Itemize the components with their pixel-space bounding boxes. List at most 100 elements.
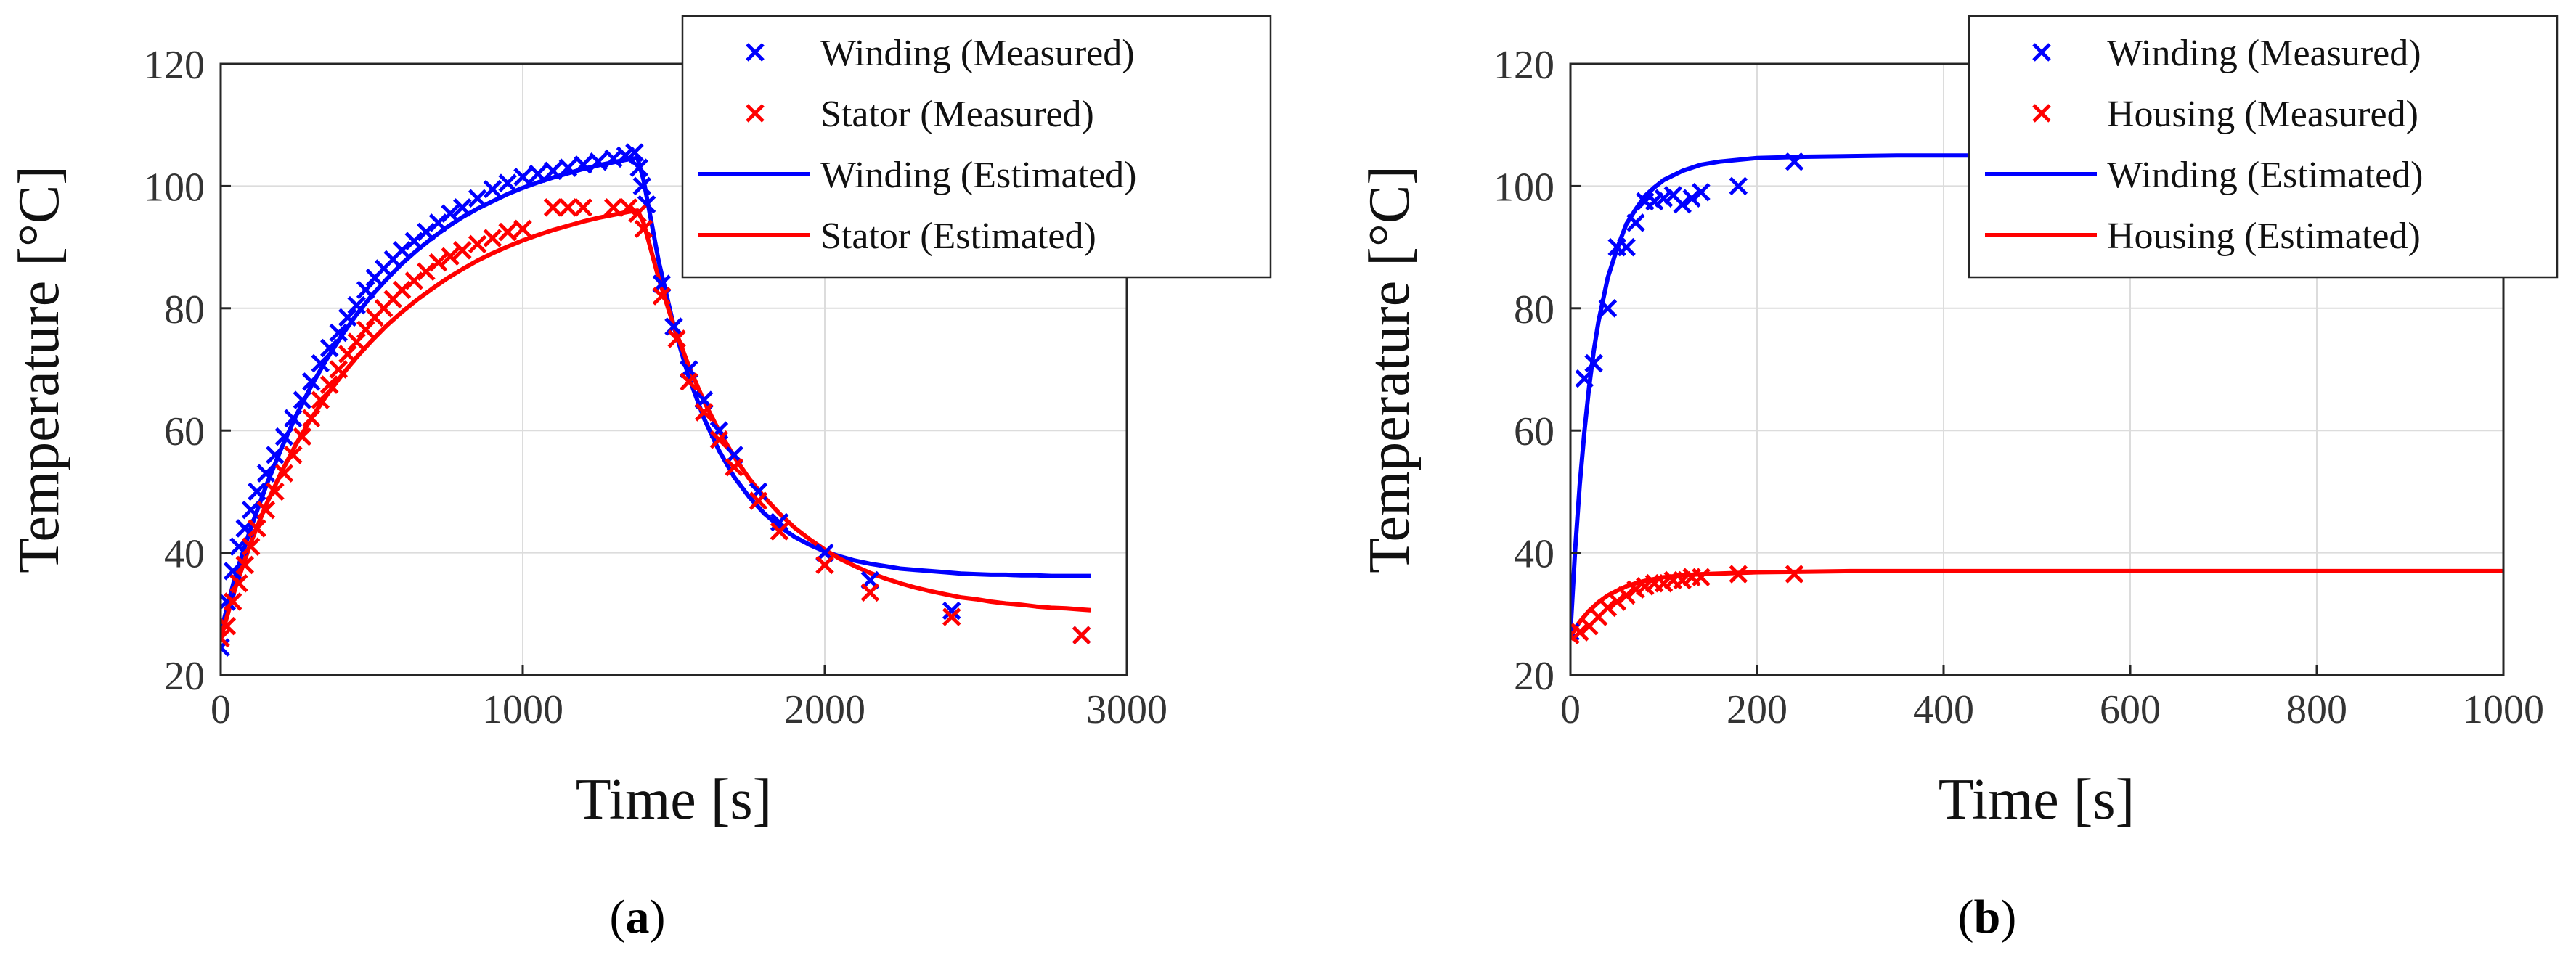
chart-b-data-point [1673, 195, 1692, 214]
chart-a-data-point [483, 179, 502, 199]
chart-b-data-point [1729, 176, 1748, 196]
chart-b-legend-label: Housing (Estimated) [2107, 216, 2421, 257]
chart-a-data-point [543, 198, 563, 217]
chart-a-data-point [319, 375, 339, 394]
chart-a-data-point [248, 519, 266, 538]
chart-b-data-point [1570, 623, 1589, 642]
chart-a-data-point [652, 287, 672, 306]
chart-a-data-point [241, 537, 261, 556]
chart-a-y-tick-label: 120 [144, 43, 205, 88]
chart-a-data-point [574, 198, 592, 217]
chart-a-legend-label: Stator (Estimated) [820, 216, 1096, 257]
chart-a-data-point [604, 198, 623, 217]
chart-b-y-tick-label: 80 [1514, 287, 1554, 332]
chart-a-data-point [428, 213, 448, 232]
chart-a-data-point [356, 320, 375, 340]
chart-a-x-tick-label: 1000 [482, 687, 563, 732]
chart-a-data-point [815, 555, 834, 575]
chart-a-data-point [680, 372, 698, 391]
chart-b-data-point [1617, 586, 1636, 605]
chart-b-data-point [1598, 299, 1618, 318]
chart-a-data-point [543, 161, 563, 181]
chart-a-data-point [417, 222, 436, 242]
chart-a-data-point [274, 464, 294, 483]
chart-a-data-point [266, 482, 285, 501]
chart-a-legend-marker [746, 104, 765, 123]
chart-a-data-point [256, 500, 276, 520]
chart-a-axes-box [219, 62, 1128, 676]
chart-b-data-point [1729, 565, 1748, 584]
chart-a-data-point [529, 164, 547, 184]
chart-a-data-point [483, 229, 502, 247]
chart-a-data-point [589, 152, 608, 171]
chart-a-data-point [329, 360, 349, 379]
chart-b-data-point [1692, 183, 1711, 202]
chart-a-data-point [223, 592, 242, 611]
chart-b-legend-label: Housing (Measured) [2107, 94, 2418, 135]
chart-a-data-point [725, 457, 743, 477]
chart-a-data-point [513, 219, 532, 239]
chart-b: 0 200 400 600 800 1000 20 40 60 80 100 120 Time [s] T… [1358, 15, 2559, 943]
chart-a-data-point [311, 390, 330, 409]
chart-a-data-point [302, 409, 321, 428]
chart-a-data-point [221, 629, 230, 648]
chart-a-y-tick-label: 20 [164, 654, 205, 699]
chart-a-data-point [284, 446, 303, 464]
chart-a-data-point [770, 522, 789, 541]
chart-b-x-tick-label: 200 [1727, 687, 1788, 732]
chart-b-legend-marker [2032, 43, 2051, 62]
chart-a-data-point [404, 232, 424, 250]
chart-b-x-axis-label: Time [s] [1939, 768, 2135, 832]
chart-a-data-point [558, 198, 578, 217]
chart-a-data [221, 143, 1091, 657]
chart-a-legend-label: Stator (Measured) [820, 94, 1094, 135]
chart-a-legend-marker [746, 43, 765, 62]
chart-b-y-tick-label: 20 [1514, 654, 1554, 699]
chart-b-legend: Winding (Measured) Housing (Measured) Wind… [1968, 15, 2559, 279]
chart-a-data-point [284, 409, 303, 428]
chart-a-data-point [558, 158, 578, 177]
chart-a-data-point [441, 204, 460, 224]
chart-a-data-point [347, 295, 366, 315]
chart-b-y-tick-label: 100 [1493, 165, 1554, 210]
chart-a-data-point [942, 601, 961, 621]
chart-b-data-point [1626, 213, 1645, 232]
chart-a-data-point [392, 241, 412, 260]
chart-a-data-point [404, 271, 424, 290]
chart-b-y-tick-label: 60 [1514, 409, 1554, 454]
chart-a-data-point [338, 308, 357, 327]
chart-a-data-point [274, 427, 294, 446]
chart-a-data-point [513, 168, 532, 187]
chart-a-data-point [241, 500, 261, 520]
chart-b-series-line [1570, 153, 2037, 633]
chart-a-data-point [453, 241, 472, 260]
chart-a-data-point [468, 234, 487, 254]
chart-a-data-point [266, 446, 285, 464]
chart-b-data-point [1607, 592, 1627, 611]
chart-a: 0 1000 2000 3000 20 40 60 80 100 120 Time [s] Tempe… [7, 15, 1272, 943]
chart-b-x-tick-label: 0 [1560, 687, 1581, 732]
chart-b-data-point [1692, 568, 1711, 587]
chart-a-y-tick-label: 100 [144, 165, 205, 210]
chart-a-data-point [319, 338, 339, 358]
chart-a-data-point [223, 562, 242, 581]
chart-a-data-point [293, 427, 312, 446]
chart-b-data-point [1575, 369, 1594, 388]
chart-a-x-tick-label: 3000 [1086, 687, 1167, 732]
chart-a-legend-label: Winding (Measured) [820, 33, 1135, 74]
chart-a-data-point [311, 353, 330, 373]
chart-a-data-point [749, 491, 768, 510]
chart-a-panel-label: (a) [610, 891, 666, 943]
chart-a-data-point [293, 390, 312, 409]
chart-b-series-line [1570, 568, 2503, 637]
chart-a-data-point [468, 189, 487, 208]
chart-a-data-point [628, 204, 647, 224]
chart-a-series-line [221, 208, 1091, 639]
chart-a-data-point [347, 332, 366, 351]
chart-b-legend-label: Winding (Estimated) [2107, 155, 2423, 196]
chart-a-data-point [329, 323, 349, 343]
chart-a-legend-label: Winding (Estimated) [820, 155, 1136, 196]
chart-a-y-tick-label: 80 [164, 287, 205, 332]
chart-b-data-point [1584, 353, 1603, 373]
